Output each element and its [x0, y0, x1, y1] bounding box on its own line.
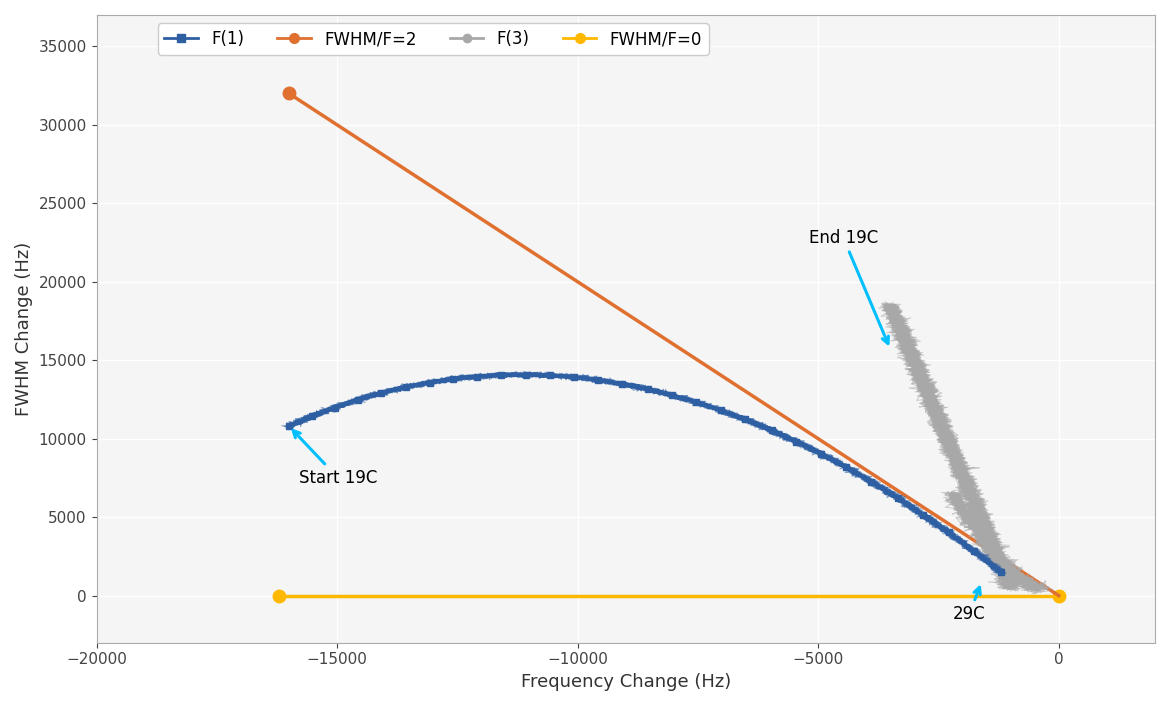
Text: 29C: 29C [952, 587, 985, 623]
Legend: F(1), FWHM/F=2, F(3), FWHM/F=0: F(1), FWHM/F=2, F(3), FWHM/F=0 [158, 23, 709, 54]
Text: Start 19C: Start 19C [294, 431, 377, 486]
Y-axis label: FWHM Change (Hz): FWHM Change (Hz) [15, 241, 33, 416]
Text: End 19C: End 19C [808, 229, 888, 344]
X-axis label: Frequency Change (Hz): Frequency Change (Hz) [521, 673, 731, 691]
